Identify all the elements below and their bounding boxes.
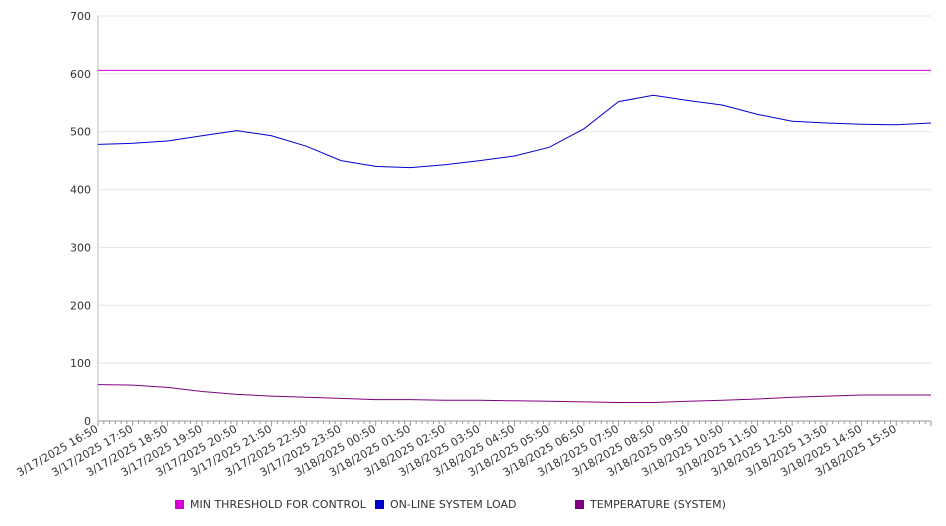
y-tick-label: 600 xyxy=(70,68,91,81)
legend-swatch-temperature xyxy=(575,500,584,509)
legend-label-min-threshold: MIN THRESHOLD FOR CONTROL xyxy=(190,498,366,511)
y-tick-label: 300 xyxy=(70,241,91,254)
y-tick-label: 200 xyxy=(70,299,91,312)
y-tick-label: 700 xyxy=(70,10,91,23)
legend-item-temperature[interactable]: TEMPERATURE (SYSTEM) xyxy=(575,498,726,511)
legend-swatch-system-load xyxy=(375,500,384,509)
legend-label-system-load: ON-LINE SYSTEM LOAD xyxy=(390,498,517,511)
y-tick-label: 100 xyxy=(70,357,91,370)
y-axis-ticks: 0 100 200 300 400 500 600 700 xyxy=(70,10,91,428)
y-tick-label: 0 xyxy=(84,415,91,428)
legend-item-min-threshold[interactable]: MIN THRESHOLD FOR CONTROL xyxy=(175,498,366,511)
legend-item-system-load[interactable]: ON-LINE SYSTEM LOAD xyxy=(375,498,516,511)
legend: MIN THRESHOLD FOR CONTROL ON-LINE SYSTEM… xyxy=(0,498,946,514)
legend-swatch-min-threshold xyxy=(175,500,184,509)
axes xyxy=(97,16,931,422)
gridlines xyxy=(98,15,931,364)
legend-label-temperature: TEMPERATURE (SYSTEM) xyxy=(590,498,726,511)
series-line-2 xyxy=(97,384,931,403)
y-tick-label: 500 xyxy=(70,126,91,139)
series-line-1 xyxy=(97,94,932,169)
y-tick-label: 400 xyxy=(70,184,91,197)
series-lines xyxy=(97,69,932,403)
x-axis-ticks: 3/17/2025 16:503/17/2025 17:503/17/2025 … xyxy=(15,421,932,479)
